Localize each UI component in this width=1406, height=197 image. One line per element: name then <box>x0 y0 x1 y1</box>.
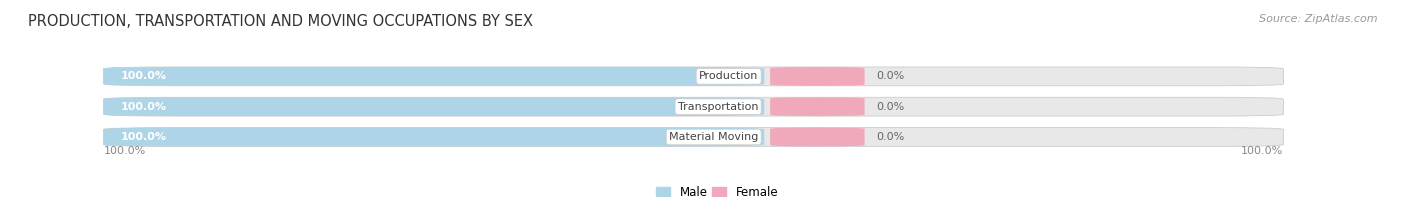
Legend: Male, Female: Male, Female <box>655 186 779 197</box>
FancyBboxPatch shape <box>104 97 765 116</box>
Text: 0.0%: 0.0% <box>876 71 904 81</box>
Text: Production: Production <box>699 71 758 81</box>
Text: Material Moving: Material Moving <box>669 132 758 142</box>
FancyBboxPatch shape <box>104 67 1284 86</box>
Text: 100.0%: 100.0% <box>121 132 167 142</box>
FancyBboxPatch shape <box>104 128 765 146</box>
Text: Transportation: Transportation <box>678 102 758 112</box>
Text: 100.0%: 100.0% <box>121 102 167 112</box>
FancyBboxPatch shape <box>104 128 1284 146</box>
Text: 100.0%: 100.0% <box>1241 146 1284 156</box>
FancyBboxPatch shape <box>770 67 865 86</box>
Text: 0.0%: 0.0% <box>876 102 904 112</box>
Text: 0.0%: 0.0% <box>876 132 904 142</box>
FancyBboxPatch shape <box>770 97 865 116</box>
Text: PRODUCTION, TRANSPORTATION AND MOVING OCCUPATIONS BY SEX: PRODUCTION, TRANSPORTATION AND MOVING OC… <box>28 14 533 29</box>
FancyBboxPatch shape <box>104 97 1284 116</box>
Text: 100.0%: 100.0% <box>121 71 167 81</box>
FancyBboxPatch shape <box>770 128 865 146</box>
FancyBboxPatch shape <box>104 67 765 86</box>
Text: Source: ZipAtlas.com: Source: ZipAtlas.com <box>1260 14 1378 24</box>
Text: 100.0%: 100.0% <box>104 146 146 156</box>
